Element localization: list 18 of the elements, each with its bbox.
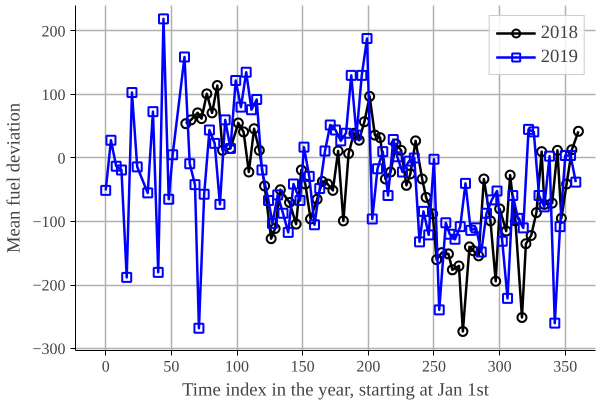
legend-label: 2018 xyxy=(540,22,578,44)
legend-label: 2019 xyxy=(540,46,578,68)
x-tick-label: 300 xyxy=(488,358,512,376)
x-tick-label: 150 xyxy=(290,358,315,376)
x-tick-label: 100 xyxy=(225,358,250,376)
y-tick-label: 100 xyxy=(42,86,66,104)
x-tick-label: 350 xyxy=(553,358,578,376)
x-tick-label: 200 xyxy=(356,358,380,376)
x-tick-label: 50 xyxy=(163,358,180,376)
x-tick-label: 0 xyxy=(102,358,110,376)
y-tick-label: −100 xyxy=(32,214,66,232)
y-tick-label: 0 xyxy=(58,150,66,168)
x-tick-label: 250 xyxy=(422,358,446,376)
y-tick-label: 200 xyxy=(42,23,66,40)
y-axis-title: Mean fuel deviation xyxy=(3,102,24,254)
y-tick-label: −200 xyxy=(32,278,66,295)
y-tick-label: −300 xyxy=(32,341,66,358)
x-axis-title: Time index in the year, starting at Jan 1st xyxy=(182,380,490,400)
